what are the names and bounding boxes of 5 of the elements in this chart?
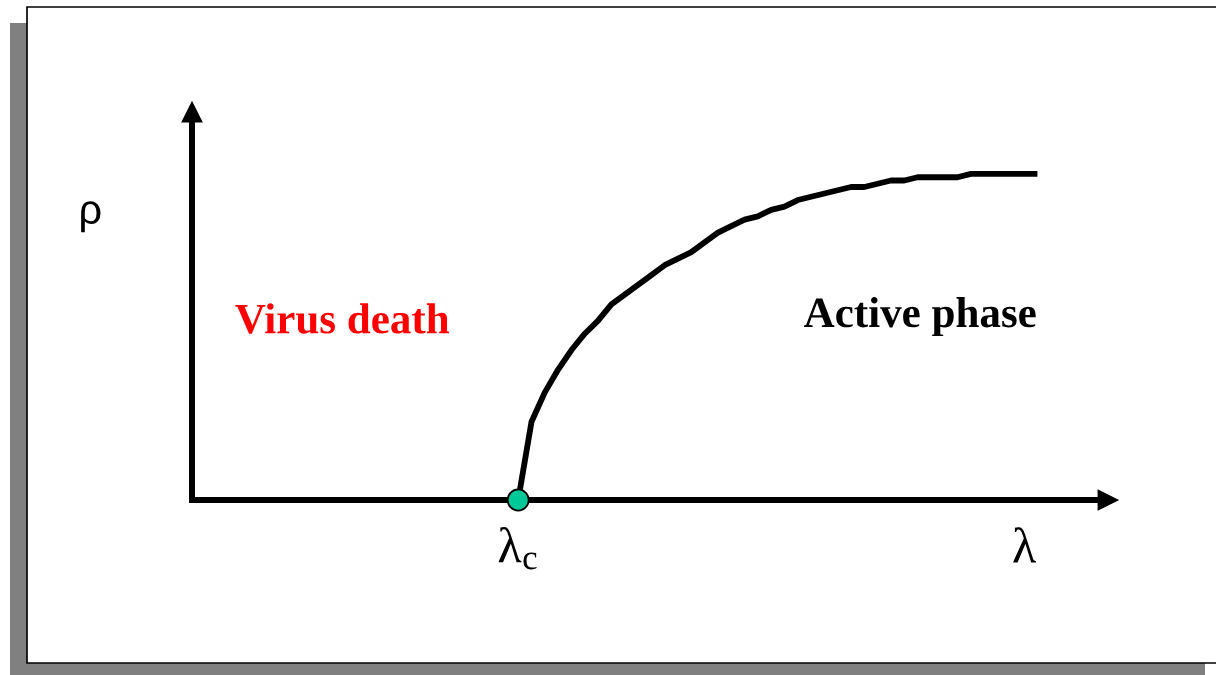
- x-tick-label: λ$_{c}$: [498, 526, 537, 570]
- y-axis-title: ρ: [81, 201, 101, 233]
- annotation: Virus death: [235, 303, 450, 334]
- annotation: Active phase: [804, 297, 1036, 337]
- x-tick-label: λ: [1013, 527, 1036, 563]
